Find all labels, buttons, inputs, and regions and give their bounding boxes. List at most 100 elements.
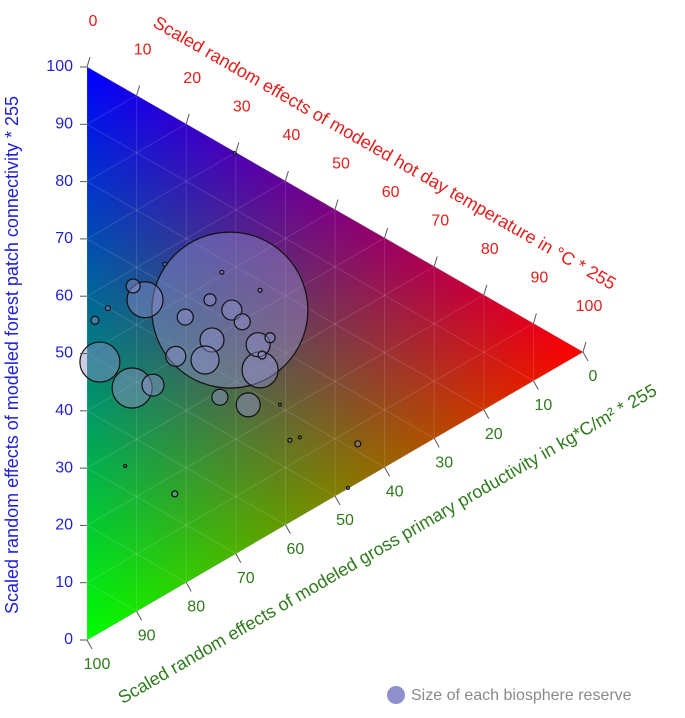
- bubble: [111, 367, 153, 409]
- left-axis-tick-label: 20: [55, 517, 73, 534]
- bubble: [221, 299, 243, 321]
- bottom-axis-tick-label: 60: [287, 541, 305, 558]
- bubble: [141, 373, 165, 397]
- tick-mark: [384, 466, 391, 477]
- grid-line: [86, 123, 187, 183]
- grid-line: [86, 294, 485, 526]
- tick-mark: [86, 639, 93, 650]
- top-axis-tick-label: 100: [576, 298, 603, 315]
- left-axis-tick-label: 50: [55, 345, 73, 362]
- tick-mark: [185, 582, 192, 592]
- bubble: [287, 437, 293, 443]
- top-axis-tick-label: 60: [382, 184, 400, 201]
- bubble: [125, 278, 141, 294]
- bubble: [235, 392, 261, 418]
- bubble: [176, 308, 194, 326]
- bubble: [203, 293, 217, 307]
- bottom-axis-tick-label: 0: [589, 368, 598, 385]
- bubble: [233, 313, 251, 331]
- grid-line: [86, 95, 137, 125]
- left-axis-tick-label: 30: [55, 459, 73, 476]
- legend-marker: [387, 686, 405, 704]
- top-axis-tick-label: 90: [531, 270, 549, 287]
- left-axis-title: Scaled random effects of modeled forest …: [2, 96, 22, 614]
- top-axis-tick-label: 20: [183, 70, 201, 87]
- grid-line: [86, 152, 237, 240]
- bubble: [277, 402, 283, 407]
- tick-mark: [235, 142, 240, 153]
- tick-mark: [86, 56, 91, 68]
- bubble: [257, 350, 267, 360]
- grid-line: [86, 524, 187, 583]
- bottom-axis-tick-label: 20: [485, 426, 503, 443]
- left-axis-tick-label: 0: [64, 631, 73, 648]
- tick-mark: [483, 409, 490, 419]
- bubble: [354, 440, 362, 448]
- bottom-axis-tick-label: 30: [435, 455, 453, 472]
- grid-line: [86, 238, 435, 439]
- bottom-axis-tick-label: 90: [138, 627, 156, 644]
- tick-mark: [532, 313, 537, 324]
- top-axis-tick-label: 40: [283, 127, 301, 144]
- tick-mark: [334, 199, 339, 210]
- grid-line: [86, 323, 534, 584]
- grid-line: [86, 295, 385, 468]
- bottom-axis-tick-label: 70: [237, 570, 255, 587]
- bubble: [162, 261, 168, 267]
- grid-line: [86, 582, 137, 612]
- tick-mark: [433, 256, 438, 267]
- grid-line: [86, 266, 435, 469]
- top-axis-tick-label: 30: [233, 99, 251, 116]
- bubble: [190, 345, 220, 375]
- tick-mark: [284, 524, 291, 535]
- bottom-axis-tick-label: 80: [187, 599, 205, 616]
- top-axis-tick-label: 70: [431, 213, 449, 230]
- left-axis-tick-label: 90: [55, 116, 73, 133]
- bubble: [79, 341, 121, 383]
- bubble: [165, 345, 187, 367]
- grid-line: [86, 180, 286, 297]
- bubble: [219, 269, 225, 275]
- bottom-axis-tick-label: 100: [84, 656, 111, 673]
- bubble: [123, 463, 128, 469]
- grid-line: [86, 353, 336, 497]
- tick-mark: [433, 438, 440, 448]
- grid-line: [86, 467, 237, 555]
- top-axis-tick-label: 0: [89, 13, 98, 30]
- tick-mark: [582, 341, 587, 353]
- tick-mark: [235, 553, 242, 563]
- bubble: [211, 388, 229, 406]
- tick-mark: [185, 113, 190, 125]
- bubble: [297, 435, 302, 440]
- top-axis-tick-label: 80: [481, 241, 499, 258]
- tick-mark: [284, 170, 289, 182]
- legend-label: Size of each biosphere reserve: [411, 687, 632, 704]
- left-axis-tick-label: 100: [46, 58, 73, 75]
- tick-mark: [532, 380, 539, 391]
- bubble: [104, 305, 111, 312]
- bubble: [257, 287, 263, 293]
- left-axis-tick-label: 70: [55, 230, 73, 247]
- grid-line: [86, 123, 534, 382]
- left-axis-tick-label: 40: [55, 402, 73, 419]
- tick-mark: [582, 351, 589, 362]
- tick-mark: [136, 610, 143, 621]
- triangle-fill: [87, 67, 583, 640]
- bubble: [345, 485, 350, 491]
- tick-mark: [483, 284, 488, 296]
- grid-line: [86, 181, 485, 411]
- bubble: [264, 332, 276, 344]
- top-axis-tick-label: 50: [332, 156, 350, 173]
- bubble: [90, 315, 100, 325]
- bottom-axis-tick-label: 10: [535, 397, 553, 414]
- bubble: [171, 490, 179, 498]
- left-axis-tick-label: 60: [55, 287, 73, 304]
- grid-line: [86, 410, 286, 526]
- left-axis-tick-label: 80: [55, 173, 73, 190]
- bubble: [126, 281, 164, 319]
- left-axis-tick-label: 10: [55, 574, 73, 591]
- grid-line: [86, 209, 336, 354]
- grid-line: [86, 237, 385, 412]
- top-axis-tick-label: 10: [134, 42, 152, 59]
